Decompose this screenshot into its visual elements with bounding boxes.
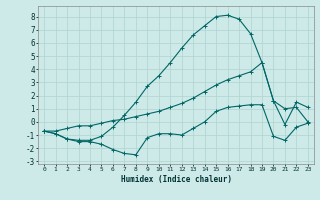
X-axis label: Humidex (Indice chaleur): Humidex (Indice chaleur): [121, 175, 231, 184]
